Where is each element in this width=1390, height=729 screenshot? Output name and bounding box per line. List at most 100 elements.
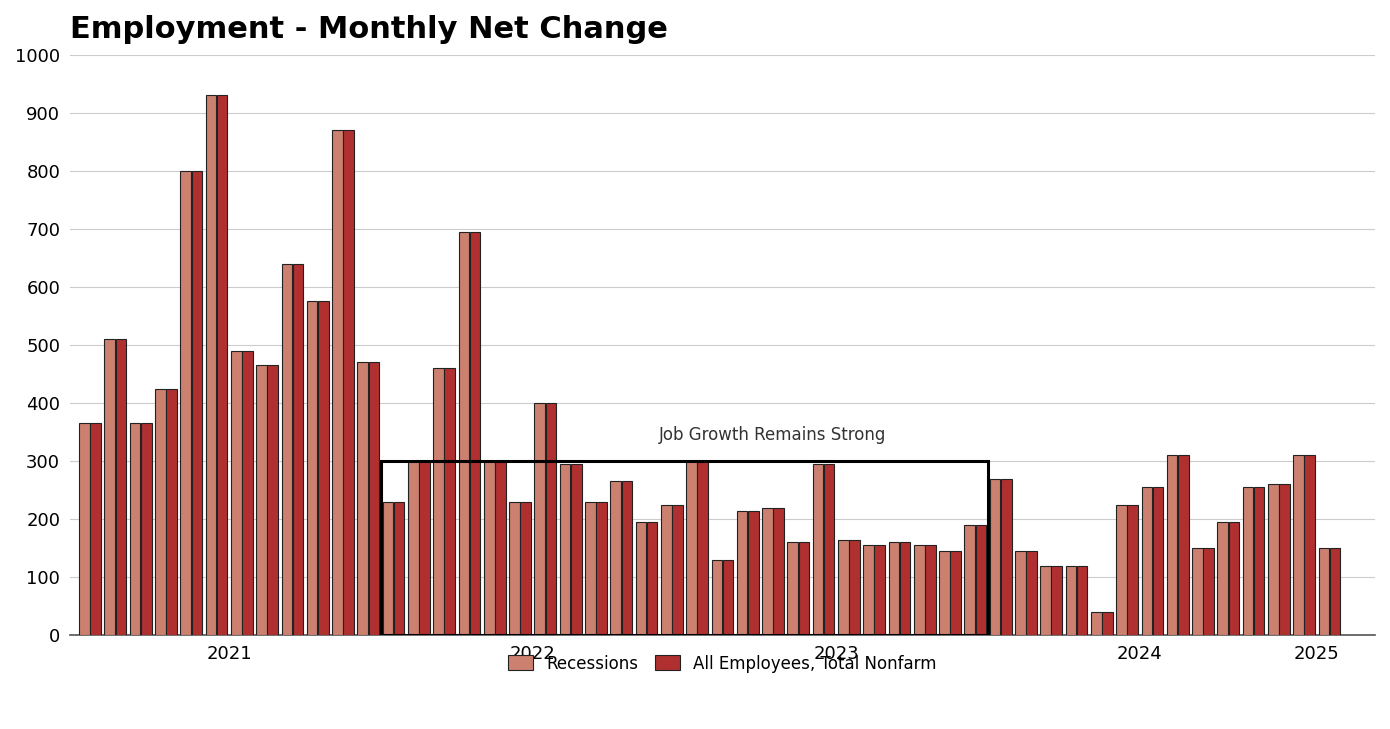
- Bar: [698, 461, 708, 636]
- Bar: [899, 542, 910, 636]
- Bar: [129, 424, 140, 636]
- Bar: [1229, 522, 1238, 636]
- Bar: [1166, 456, 1177, 636]
- Bar: [459, 232, 470, 636]
- Bar: [1152, 487, 1163, 636]
- Bar: [1015, 551, 1026, 636]
- Bar: [206, 95, 217, 636]
- Bar: [621, 481, 632, 636]
- Bar: [520, 502, 531, 636]
- Bar: [495, 461, 506, 636]
- Bar: [874, 545, 885, 636]
- Bar: [409, 461, 418, 636]
- Bar: [863, 545, 874, 636]
- Legend: Recessions, All Employees, Total Nonfarm: Recessions, All Employees, Total Nonfarm: [502, 648, 944, 679]
- Bar: [662, 504, 671, 636]
- Bar: [1116, 504, 1127, 636]
- Bar: [167, 389, 177, 636]
- Bar: [813, 464, 823, 636]
- Bar: [393, 502, 404, 636]
- Bar: [79, 424, 90, 636]
- Bar: [104, 339, 115, 636]
- Bar: [1177, 456, 1188, 636]
- Bar: [181, 171, 190, 636]
- Bar: [799, 542, 809, 636]
- Bar: [913, 545, 924, 636]
- Bar: [90, 424, 101, 636]
- Bar: [571, 464, 581, 636]
- Bar: [712, 560, 723, 636]
- Text: Employment - Monthly Net Change: Employment - Monthly Net Change: [70, 15, 667, 44]
- Bar: [560, 464, 570, 636]
- Bar: [509, 502, 520, 636]
- Bar: [965, 525, 976, 636]
- Bar: [343, 130, 354, 636]
- Text: Job Growth Remains Strong: Job Growth Remains Strong: [659, 426, 887, 444]
- Bar: [1193, 548, 1202, 636]
- Bar: [1304, 456, 1315, 636]
- Bar: [773, 507, 784, 636]
- Bar: [687, 461, 696, 636]
- Bar: [382, 502, 393, 636]
- Bar: [535, 403, 545, 636]
- Bar: [940, 551, 949, 636]
- Bar: [434, 368, 443, 636]
- Bar: [673, 504, 682, 636]
- Bar: [1330, 548, 1340, 636]
- Bar: [1279, 484, 1290, 636]
- Bar: [156, 389, 165, 636]
- Bar: [484, 461, 495, 636]
- Bar: [256, 365, 267, 636]
- Bar: [596, 502, 607, 636]
- Bar: [888, 542, 899, 636]
- Bar: [1127, 504, 1138, 636]
- Bar: [318, 302, 328, 636]
- Bar: [1218, 522, 1227, 636]
- Bar: [1066, 566, 1076, 636]
- Bar: [1026, 551, 1037, 636]
- Bar: [838, 539, 849, 636]
- Bar: [357, 362, 368, 636]
- Bar: [723, 560, 734, 636]
- Bar: [1204, 548, 1213, 636]
- Bar: [267, 365, 278, 636]
- Bar: [824, 464, 834, 636]
- Bar: [293, 264, 303, 636]
- Bar: [307, 302, 317, 636]
- Bar: [762, 507, 773, 636]
- Bar: [748, 510, 759, 636]
- Bar: [242, 351, 253, 636]
- Bar: [1268, 484, 1279, 636]
- Bar: [470, 232, 481, 636]
- Bar: [115, 339, 126, 636]
- Bar: [1102, 612, 1113, 636]
- Bar: [1319, 548, 1329, 636]
- Bar: [217, 95, 228, 636]
- Bar: [445, 368, 455, 636]
- Bar: [420, 461, 430, 636]
- Bar: [231, 351, 242, 636]
- Bar: [585, 502, 596, 636]
- Bar: [1051, 566, 1062, 636]
- Bar: [924, 545, 935, 636]
- Bar: [1254, 487, 1265, 636]
- Bar: [849, 539, 860, 636]
- Bar: [1001, 478, 1012, 636]
- Bar: [737, 510, 748, 636]
- Bar: [951, 551, 960, 636]
- Bar: [1091, 612, 1102, 636]
- Bar: [1040, 566, 1051, 636]
- Bar: [192, 171, 202, 636]
- Bar: [1243, 487, 1254, 636]
- Bar: [1077, 566, 1087, 636]
- Bar: [646, 522, 657, 636]
- Bar: [990, 478, 1001, 636]
- Bar: [976, 525, 987, 636]
- Bar: [381, 461, 988, 636]
- Bar: [610, 481, 621, 636]
- Bar: [282, 264, 292, 636]
- Bar: [368, 362, 379, 636]
- Bar: [787, 542, 798, 636]
- Bar: [332, 130, 343, 636]
- Bar: [635, 522, 646, 636]
